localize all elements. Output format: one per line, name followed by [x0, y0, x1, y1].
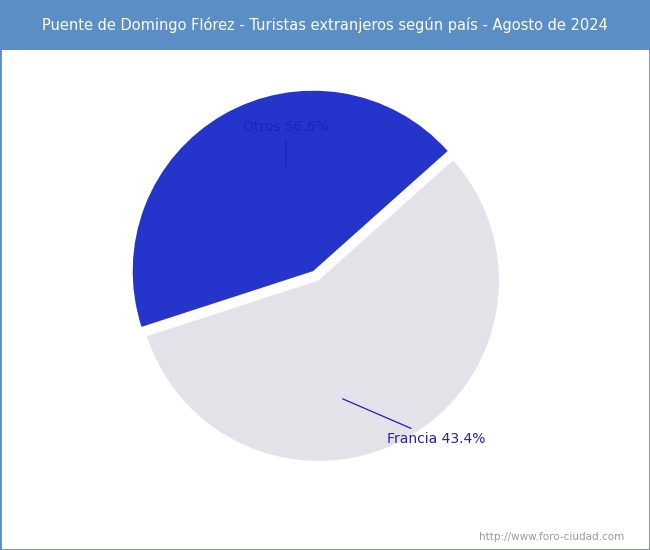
Text: Puente de Domingo Flórez - Turistas extranjeros según país - Agosto de 2024: Puente de Domingo Flórez - Turistas extr…: [42, 16, 608, 33]
Text: http://www.foro-ciudad.com: http://www.foro-ciudad.com: [479, 532, 624, 542]
Text: Francia 43.4%: Francia 43.4%: [343, 399, 486, 446]
Wedge shape: [147, 161, 499, 461]
Wedge shape: [133, 91, 448, 327]
Text: Otros 56.6%: Otros 56.6%: [242, 120, 329, 166]
